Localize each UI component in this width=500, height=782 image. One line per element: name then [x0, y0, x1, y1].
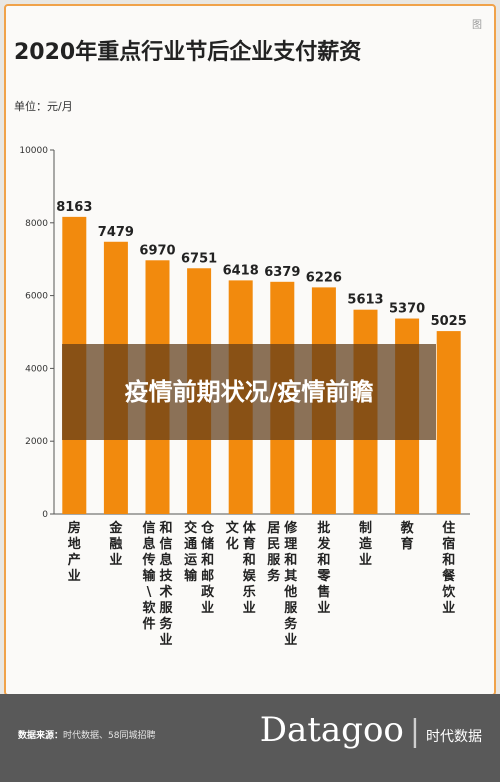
category-label-char: 输: [142, 568, 156, 584]
category-label-char: 制: [359, 520, 372, 536]
category-label-char: 业: [109, 552, 122, 568]
source-label: 数据来源：: [18, 731, 64, 741]
y-tick-label: 4000: [25, 364, 48, 374]
category-label-char: 储: [200, 536, 214, 552]
category-label-char: 交: [184, 520, 197, 536]
data-label: 5613: [347, 293, 383, 308]
category-label-char: 售: [317, 584, 330, 600]
category-label-char: 业: [68, 568, 81, 584]
category-label-char: 育: [243, 536, 256, 552]
category-label-char: 业: [317, 600, 330, 616]
category-label-char: 服: [284, 601, 298, 616]
brand-separator: |: [409, 714, 420, 749]
data-label: 6751: [181, 251, 217, 266]
category-label-char: 术: [158, 584, 172, 600]
category-label-char: 和: [442, 552, 455, 568]
category-label-char: 宿: [442, 536, 455, 552]
category-label-char: 业: [284, 632, 297, 648]
category-label-char: 和: [284, 552, 297, 568]
category-label-char: 服: [267, 553, 281, 568]
category-label-char: 和: [159, 520, 172, 536]
category-label-char: 业: [359, 552, 372, 568]
category-label-char: 房: [68, 520, 81, 536]
data-label: 5025: [431, 314, 467, 329]
y-tick-label: 8000: [25, 219, 48, 229]
category-label-char: 修: [283, 520, 298, 536]
category-label-char: 息: [142, 536, 155, 552]
caption-text: 疫情前期状况/疫情前瞻: [124, 378, 374, 406]
category-label-char: 金: [108, 520, 123, 536]
category-label-char: 技: [159, 568, 173, 584]
category-label-char: 通: [184, 536, 197, 552]
category-label-char: 其: [284, 568, 297, 584]
category-label-char: 理: [284, 537, 297, 552]
category-label-char: 产: [68, 552, 81, 568]
category-label-char: 和: [243, 552, 256, 568]
category-label-char: 文: [226, 520, 240, 536]
data-label: 7479: [98, 225, 134, 240]
category-label-char: 他: [283, 584, 297, 600]
y-tick-label: 6000: [25, 292, 48, 302]
category-label-char: 服: [159, 601, 173, 616]
category-label-char: 软: [142, 600, 155, 616]
category-label-char: 邮: [201, 568, 214, 584]
category-label-char: 息: [159, 552, 172, 568]
unit-label: 单位：元/月: [14, 100, 73, 113]
brand-sub: 时代数据: [426, 729, 482, 745]
category-label-char: 务: [284, 616, 298, 632]
category-label-char: 发: [316, 536, 331, 552]
category-label-char: 餐: [441, 568, 456, 584]
category-label-char: 零: [316, 569, 331, 584]
data-label: 8163: [56, 200, 92, 215]
category-label-char: 批: [317, 520, 330, 536]
category-label-char: 务: [159, 616, 173, 632]
category-label-char: 化: [226, 536, 239, 552]
corner-mark: 图: [472, 20, 482, 31]
category-label-char: 地: [68, 536, 81, 552]
category-label-char: 传: [141, 552, 155, 568]
category-label-char: 融: [109, 536, 122, 552]
source-line: 数据来源：时代数据、58同城招聘: [18, 728, 155, 741]
brand-logo: Datagoo | 时代数据: [260, 710, 482, 750]
caption-overlay: 疫情前期状况/疫情前瞻: [62, 344, 436, 440]
data-label: 6379: [264, 265, 300, 280]
data-label: 6226: [306, 270, 342, 285]
category-label-char: 运: [184, 553, 197, 568]
y-tick-label: 10000: [19, 146, 48, 156]
category-label-char: 业: [201, 600, 214, 616]
category-label-char: 务: [267, 568, 281, 584]
category-label-char: 和: [201, 552, 214, 568]
bar: [436, 331, 461, 514]
category-label-char: 造: [359, 536, 373, 552]
y-tick-label: 0: [42, 510, 48, 520]
category-label-char: 信: [159, 536, 172, 552]
category-label-char: 乐: [243, 584, 256, 600]
brand-name: Datagoo: [259, 710, 404, 750]
category-label-char: 教: [400, 520, 415, 536]
category-label-char: 信: [142, 520, 155, 536]
data-label: 6418: [223, 263, 259, 278]
chart-title: 2020年重点行业节后企业支付薪资: [14, 40, 362, 65]
category-label-char: 业: [243, 600, 256, 616]
category-label-char: 饮: [441, 584, 456, 600]
category-label-char: 居: [267, 521, 280, 536]
category-label-char: 育: [401, 536, 414, 552]
category-label-char: 民: [267, 537, 280, 552]
category-label-char: 业: [442, 600, 455, 616]
data-label: 6970: [139, 243, 175, 258]
category-label-char: 件: [142, 616, 155, 632]
category-label-char: \: [147, 585, 152, 600]
category-label-char: 住: [442, 520, 455, 536]
category-label-char: 政: [201, 584, 215, 600]
source-text: 时代数据、58同城招聘: [63, 731, 156, 741]
category-label-char: 娱: [243, 569, 257, 584]
category-label-char: 体: [243, 520, 257, 536]
footer: 数据来源：时代数据、58同城招聘 Datagoo | 时代数据: [0, 694, 500, 782]
category-label-char: 和: [317, 552, 330, 568]
category-label-char: 业: [159, 632, 172, 648]
category-label-char: 仓: [200, 520, 215, 536]
y-tick-label: 2000: [25, 437, 48, 447]
category-label-char: 输: [184, 568, 198, 584]
data-label: 5370: [389, 302, 425, 317]
